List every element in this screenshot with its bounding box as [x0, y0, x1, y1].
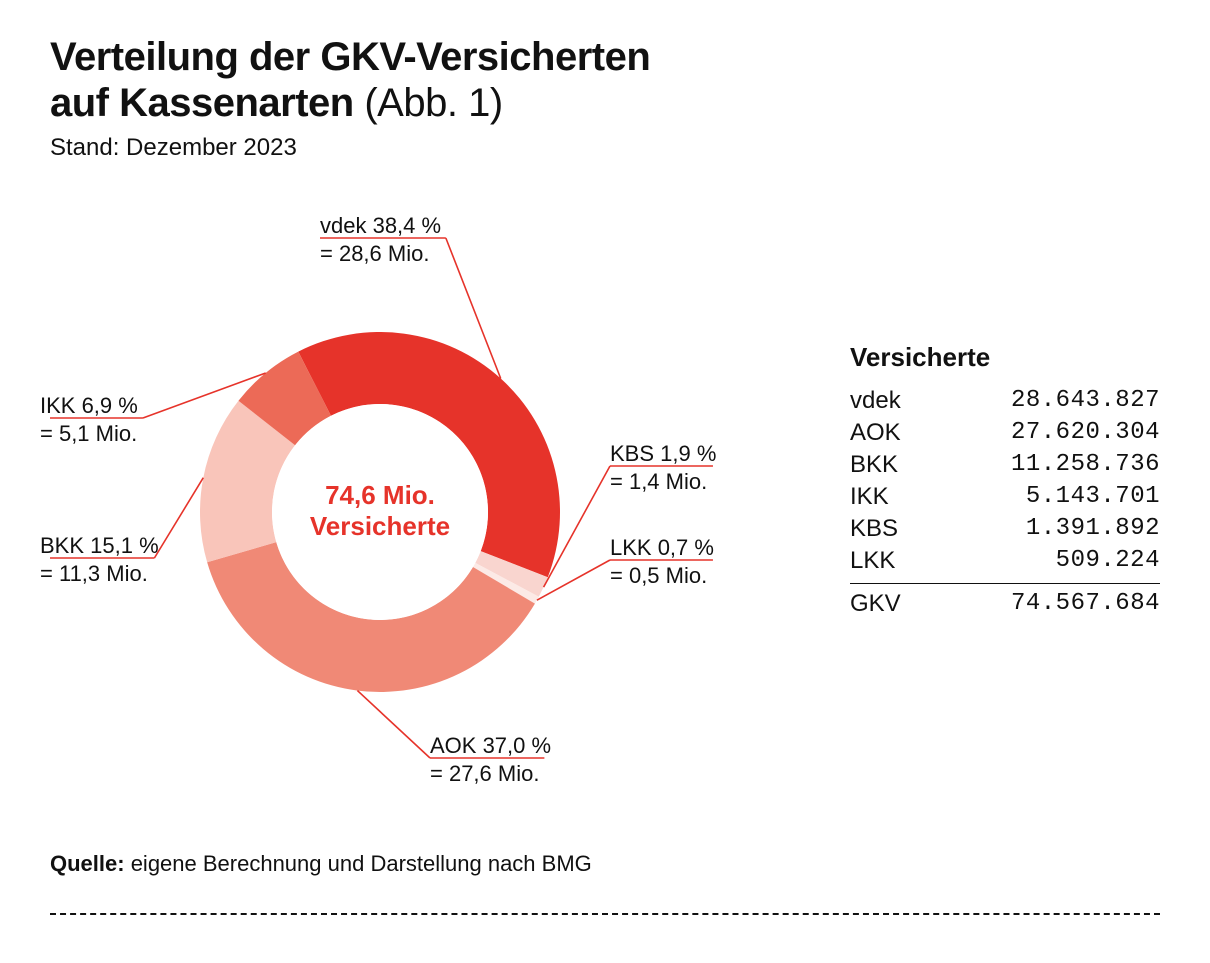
- slice-label-line1: KBS 1,9 %: [610, 440, 716, 468]
- donut-center-line2: Versicherte: [310, 511, 450, 541]
- table-row-val: 1.391.892: [1026, 515, 1160, 543]
- table-row: KBS 1.391.892: [850, 513, 1160, 545]
- chart-title: Verteilung der GKV-Versichertenauf Kasse…: [50, 34, 1160, 126]
- slice-label-line2: = 28,6 Mio.: [320, 240, 441, 268]
- table-rows: vdek 28.643.827 AOK 27.620.304 BKK 11.258.736…: [850, 385, 1160, 577]
- footer-divider: [50, 913, 1160, 915]
- donut-chart: vdek 38,4 %= 28,6 Mio. KBS 1,9 %= 1,4 Mio…: [50, 182, 790, 822]
- content: vdek 38,4 %= 28,6 Mio. KBS 1,9 %= 1,4 Mio…: [50, 182, 1160, 822]
- slice-label-line1: AOK 37,0 %: [430, 732, 551, 760]
- slice-label-line2: = 27,6 Mio.: [430, 760, 551, 788]
- chart-title-bold: Verteilung der GKV-Versichertenauf Kasse…: [50, 35, 650, 125]
- source-line: Quelle: eigene Berechnung und Darstellun…: [50, 851, 592, 877]
- table-row-val: 27.620.304: [1011, 419, 1160, 447]
- slice-label-line2: = 0,5 Mio.: [610, 562, 714, 590]
- slice-label-line2: = 11,3 Mio.: [40, 560, 159, 588]
- slice-label-line2: = 1,4 Mio.: [610, 468, 716, 496]
- table-row-key: IKK: [850, 483, 889, 511]
- slice-label-line1: IKK 6,9 %: [40, 392, 138, 420]
- source-label: Quelle:: [50, 851, 125, 876]
- slice-label-IKK: IKK 6,9 %= 5,1 Mio.: [40, 392, 138, 447]
- chart-subtitle: Stand: Dezember 2023: [50, 134, 1160, 162]
- table-row-val: 28.643.827: [1011, 387, 1160, 415]
- table-row-key: KBS: [850, 515, 898, 543]
- donut-center-label: 74,6 Mio. Versicherte: [290, 480, 470, 542]
- source-text: eigene Berechnung und Darstellung nach B…: [125, 851, 592, 876]
- slice-label-vdek: vdek 38,4 %= 28,6 Mio.: [320, 212, 441, 267]
- slice-label-line1: vdek 38,4 %: [320, 212, 441, 240]
- table-row: IKK 5.143.701: [850, 481, 1160, 513]
- table-total-val: 74.567.684: [1011, 590, 1160, 618]
- table-row: BKK 11.258.736: [850, 449, 1160, 481]
- table-row-val: 11.258.736: [1011, 451, 1160, 479]
- data-table: Versicherte vdek28.643.827AOK27.620.304B…: [850, 342, 1160, 620]
- slice-label-line2: = 5,1 Mio.: [40, 420, 138, 448]
- chart-title-light: (Abb. 1): [354, 81, 503, 125]
- table-row: LKK 509.224: [850, 545, 1160, 577]
- table-total-key: GKV: [850, 590, 901, 618]
- page: Verteilung der GKV-Versichertenauf Kasse…: [0, 0, 1210, 963]
- table-row-key: AOK: [850, 419, 901, 447]
- table-row-val: 5.143.701: [1026, 483, 1160, 511]
- slice-label-line1: LKK 0,7 %: [610, 534, 714, 562]
- table-row-key: vdek: [850, 387, 901, 415]
- table-row-key: LKK: [850, 547, 895, 575]
- table-title: Versicherte: [850, 342, 1160, 373]
- table-total-row: GKV 74.567.684: [850, 583, 1160, 620]
- donut-center-line1: 74,6 Mio.: [325, 480, 435, 510]
- table-row: vdek 28.643.827: [850, 385, 1160, 417]
- table-row: AOK 27.620.304: [850, 417, 1160, 449]
- table-row-key: BKK: [850, 451, 898, 479]
- slice-label-line1: BKK 15,1 %: [40, 532, 159, 560]
- slice-label-KBS: KBS 1,9 %= 1,4 Mio.: [610, 440, 716, 495]
- slice-label-BKK: BKK 15,1 %= 11,3 Mio.: [40, 532, 159, 587]
- table-row-val: 509.224: [1056, 547, 1160, 575]
- slice-label-LKK: LKK 0,7 %= 0,5 Mio.: [610, 534, 714, 589]
- slice-label-AOK: AOK 37,0 %= 27,6 Mio.: [430, 732, 551, 787]
